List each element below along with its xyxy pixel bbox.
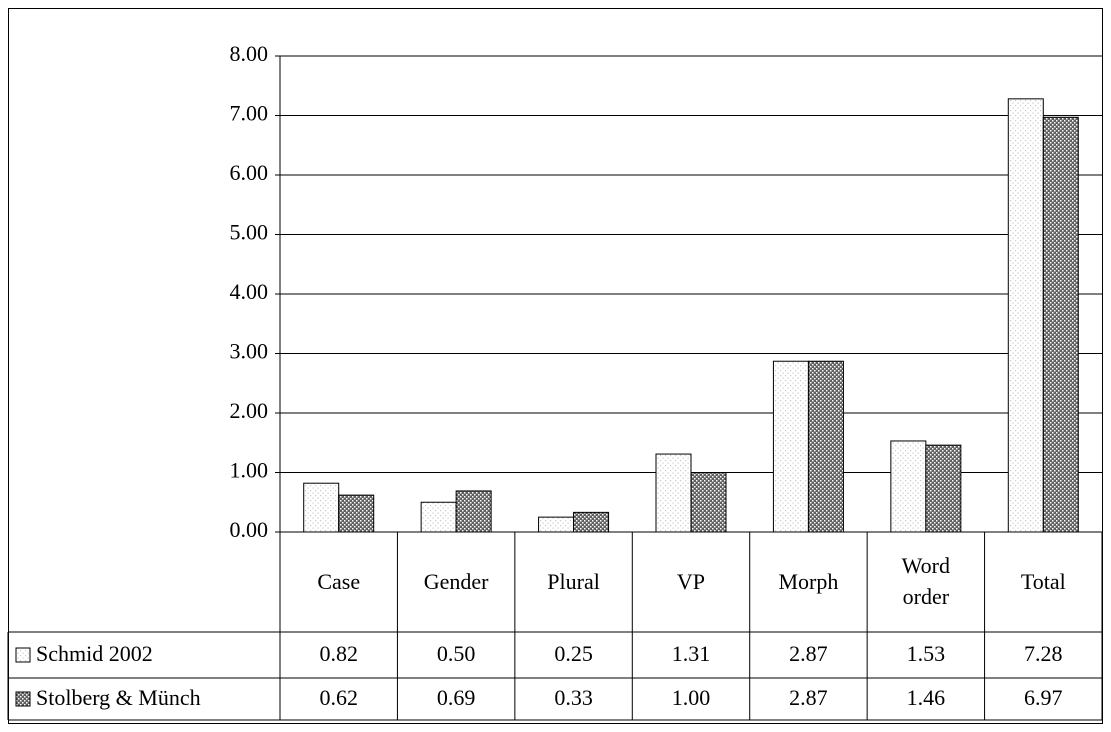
x-tick-label: Morph bbox=[778, 568, 839, 594]
bar bbox=[690, 472, 727, 533]
y-tick-label: 4.00 bbox=[230, 279, 269, 304]
data-table-value: 1.31 bbox=[672, 641, 711, 666]
legend-label: Stolberg & Münch bbox=[36, 685, 201, 710]
bar bbox=[772, 360, 809, 533]
data-table-value: 0.33 bbox=[554, 685, 593, 710]
data-table-value: 1.00 bbox=[672, 685, 711, 710]
data-table-value: 2.87 bbox=[789, 685, 828, 710]
data-table-value: 0.25 bbox=[554, 641, 593, 666]
category-cell: Case bbox=[317, 568, 361, 594]
legend-label: Schmid 2002 bbox=[36, 641, 153, 666]
x-tick-label: Plural bbox=[547, 568, 600, 594]
bar bbox=[455, 490, 492, 533]
bar bbox=[538, 516, 575, 533]
y-tick-label: 7.00 bbox=[230, 101, 269, 126]
category-cell: Morph bbox=[778, 568, 839, 594]
y-tick-label: 1.00 bbox=[230, 458, 269, 483]
bar bbox=[807, 360, 844, 533]
y-tick-label: 5.00 bbox=[230, 220, 269, 245]
data-table-value: 2.87 bbox=[789, 641, 828, 666]
data-table-value: 1.46 bbox=[907, 685, 946, 710]
y-tick-label: 6.00 bbox=[230, 160, 269, 185]
x-tick-label: Total bbox=[1020, 568, 1066, 594]
y-tick-label: 3.00 bbox=[230, 339, 269, 364]
x-tick-label: Gender bbox=[423, 568, 489, 594]
data-table-value: 7.28 bbox=[1024, 641, 1063, 666]
category-cell: Gender bbox=[423, 568, 489, 594]
bar bbox=[1042, 116, 1079, 533]
legend-swatch bbox=[15, 691, 31, 707]
bar bbox=[925, 444, 962, 533]
bar bbox=[420, 501, 457, 533]
x-tick-label: Case bbox=[317, 568, 361, 594]
legend-swatch bbox=[15, 647, 31, 663]
x-tick-label: Word order bbox=[901, 553, 951, 609]
data-table-value: 0.69 bbox=[437, 685, 476, 710]
x-tick-label: VP bbox=[676, 568, 706, 594]
bar bbox=[1007, 98, 1044, 533]
data-table-value: 0.82 bbox=[319, 641, 358, 666]
bar bbox=[655, 453, 692, 533]
category-cell: Total bbox=[1020, 568, 1066, 594]
data-table-value: 0.62 bbox=[319, 685, 358, 710]
data-table-value: 0.50 bbox=[437, 641, 476, 666]
chart-border bbox=[8, 8, 1103, 724]
bar bbox=[338, 494, 375, 533]
data-table-value: 1.53 bbox=[907, 641, 946, 666]
data-table-value: 6.97 bbox=[1024, 685, 1063, 710]
bar bbox=[890, 440, 927, 533]
y-tick-label: 0.00 bbox=[230, 517, 269, 542]
category-cell: VP bbox=[676, 568, 706, 594]
bar bbox=[303, 482, 340, 533]
y-tick-label: 8.00 bbox=[230, 41, 269, 66]
y-tick-label: 2.00 bbox=[230, 398, 269, 423]
category-cell: Word order bbox=[901, 553, 951, 609]
category-cell: Plural bbox=[547, 568, 600, 594]
bar bbox=[573, 511, 610, 533]
